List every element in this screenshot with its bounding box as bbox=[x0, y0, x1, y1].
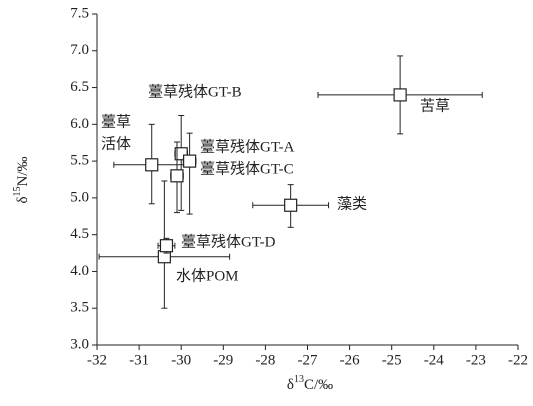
point bbox=[183, 154, 197, 168]
point bbox=[393, 88, 407, 102]
x-tick-label: -31 bbox=[129, 352, 149, 368]
point-label: 活体 bbox=[101, 135, 131, 152]
x-tick-label: -23 bbox=[466, 352, 486, 368]
x-title-sup: 13 bbox=[294, 374, 304, 385]
point-label: 薹草残体GT-B bbox=[148, 83, 242, 100]
x-tick-label: -22 bbox=[508, 352, 528, 368]
y-tick-label: 3.5 bbox=[70, 300, 89, 316]
y-tick-label: 3.0 bbox=[70, 336, 89, 352]
point-label: 薹草残体GT-C bbox=[200, 160, 294, 177]
y-tick-label: 7.5 bbox=[70, 5, 89, 21]
y-tick-label: 6.5 bbox=[70, 79, 89, 95]
y-axis-title: δ15N/‰ bbox=[12, 156, 31, 203]
x-tick-label: -30 bbox=[171, 352, 191, 368]
y-title-sup: 15 bbox=[12, 186, 23, 196]
x-tick-label: -26 bbox=[340, 352, 360, 368]
y-tick-label: 4.5 bbox=[70, 226, 89, 242]
x-tick-label: -27 bbox=[298, 352, 318, 368]
point-label: 水体POM bbox=[176, 267, 239, 284]
point-label: 薹草残体GT-A bbox=[200, 138, 295, 155]
y-tick-label: 5.0 bbox=[70, 189, 89, 205]
x-tick-label: -25 bbox=[382, 352, 402, 368]
x-title-prefix: δ bbox=[287, 377, 294, 393]
point-label: 藻类 bbox=[337, 195, 367, 212]
point bbox=[145, 158, 159, 172]
y-title-prefix: δ bbox=[15, 196, 31, 203]
y-tick-label: 5.5 bbox=[70, 153, 89, 169]
y-tick-label: 7.0 bbox=[70, 42, 89, 58]
x-tick-label: -24 bbox=[424, 352, 444, 368]
x-tick-label: -28 bbox=[255, 352, 275, 368]
point-label: 薹草 bbox=[101, 113, 131, 130]
x-tick-label: -29 bbox=[213, 352, 233, 368]
x-title-suffix: C/‰ bbox=[304, 377, 333, 393]
point bbox=[157, 250, 171, 264]
y-title-suffix: N/‰ bbox=[15, 156, 31, 186]
point-label: 薹草残体GT-D bbox=[181, 233, 276, 250]
y-tick-label: 4.0 bbox=[70, 263, 89, 279]
x-axis-title: δ13C/‰ bbox=[287, 374, 333, 393]
point-label: 苦草 bbox=[420, 97, 450, 114]
point bbox=[159, 239, 174, 253]
y-tick-label: 6.0 bbox=[70, 116, 89, 132]
point bbox=[170, 169, 184, 183]
point bbox=[284, 198, 298, 212]
x-tick-label: -32 bbox=[87, 352, 107, 368]
